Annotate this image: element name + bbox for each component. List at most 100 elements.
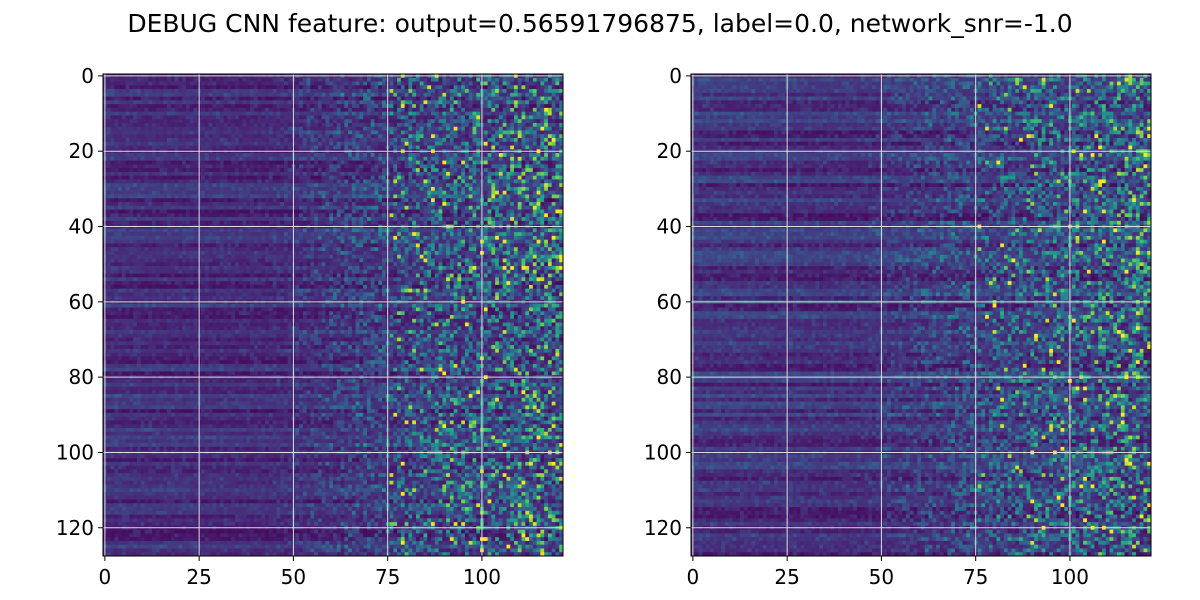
heatmap-cell <box>253 194 258 199</box>
heatmap-cell <box>389 107 394 113</box>
heatmap-cell <box>559 217 564 222</box>
heatmap-cell <box>155 205 160 210</box>
heatmap-cell <box>121 100 126 105</box>
heatmap-cell <box>468 183 473 188</box>
heatmap-cell <box>498 160 504 165</box>
heatmap-cell <box>453 100 458 105</box>
heatmap-cell <box>400 100 405 105</box>
heatmap-cell <box>483 160 488 165</box>
heatmap-cell <box>366 217 372 222</box>
heatmap-cell <box>140 220 145 225</box>
heatmap-cell <box>457 175 462 180</box>
heatmap-cell <box>412 77 417 82</box>
heatmap-cell <box>389 186 394 192</box>
heatmap-cell <box>163 220 168 225</box>
heatmap-cell <box>468 190 473 195</box>
heatmap-cell <box>363 217 368 222</box>
heatmap-cell <box>125 179 130 184</box>
heatmap-cell <box>363 198 368 203</box>
heatmap-cell <box>317 100 323 105</box>
heatmap-cell <box>408 104 413 109</box>
heatmap-cell <box>250 138 255 143</box>
heatmap-cell <box>393 175 398 180</box>
heatmap-cell <box>378 156 383 161</box>
heatmap-cell <box>502 160 507 165</box>
heatmap-cell <box>487 186 492 192</box>
heatmap-cell <box>125 100 130 105</box>
heatmap-cell <box>114 220 119 225</box>
heatmap-cell <box>551 96 556 101</box>
heatmap-cell <box>155 107 160 113</box>
heatmap-cell <box>238 220 243 225</box>
heatmap-cell <box>468 85 473 90</box>
heatmap-cell <box>344 111 349 116</box>
heatmap-cell <box>208 100 213 105</box>
heatmap-cell <box>412 168 417 173</box>
heatmap-cell <box>133 175 138 180</box>
heatmap-cell <box>423 81 428 86</box>
heatmap-cell <box>140 145 145 150</box>
heatmap-cell <box>483 217 488 222</box>
heatmap-cell <box>152 160 157 165</box>
heatmap-cell <box>287 190 292 195</box>
heatmap-cell <box>140 160 145 165</box>
heatmap-cell <box>453 85 458 90</box>
heatmap-cell <box>427 220 432 225</box>
heatmap-cell <box>419 111 424 116</box>
heatmap-cell <box>265 183 270 188</box>
heatmap-cell <box>238 156 243 161</box>
heatmap-cell <box>321 122 326 128</box>
heatmap-cell <box>295 183 300 188</box>
heatmap-cell <box>257 153 262 158</box>
heatmap-cell <box>110 202 115 207</box>
heatmap-cell <box>374 202 379 207</box>
heatmap-cell <box>265 89 270 94</box>
heatmap-cell <box>532 115 537 120</box>
heatmap-cell <box>404 164 409 169</box>
heatmap-cell <box>468 89 473 94</box>
heatmap-cell <box>325 164 330 169</box>
heatmap-cell <box>423 85 428 90</box>
heatmap-cell <box>431 134 436 139</box>
heatmap-cell <box>189 153 194 158</box>
heatmap-cell <box>152 81 157 86</box>
heatmap-cell <box>389 168 394 173</box>
heatmap-cell <box>559 168 564 173</box>
heatmap-cell <box>216 104 221 109</box>
heatmap-cell <box>340 179 345 184</box>
heatmap-cell <box>442 81 447 86</box>
heatmap-cell <box>476 126 481 131</box>
heatmap-cell <box>397 145 402 150</box>
heatmap-cell <box>189 119 194 124</box>
heatmap-cell <box>144 153 149 158</box>
heatmap-cell <box>185 81 191 86</box>
heatmap-cell <box>212 115 217 120</box>
heatmap-cell <box>227 81 232 86</box>
heatmap-cell <box>276 183 281 188</box>
heatmap-cell <box>491 183 496 188</box>
heatmap-cell <box>253 122 258 128</box>
heatmap-cell <box>250 164 255 169</box>
heatmap-cell <box>453 175 458 180</box>
heatmap-cell <box>287 89 292 94</box>
heatmap-cell <box>472 213 477 218</box>
heatmap-cell <box>257 77 262 82</box>
heatmap-cell <box>140 141 145 146</box>
heatmap-cell <box>434 85 439 90</box>
heatmap-cell <box>268 77 274 82</box>
heatmap-cell <box>121 202 126 207</box>
heatmap-cell <box>178 153 183 158</box>
heatmap-cell <box>265 130 270 135</box>
heatmap-cell <box>204 175 209 180</box>
heatmap-cell <box>189 160 194 165</box>
heatmap-cell <box>136 160 142 165</box>
heatmap-cell <box>513 111 519 116</box>
heatmap-cell <box>257 111 262 116</box>
heatmap-cell <box>495 96 500 101</box>
heatmap-cell <box>559 160 564 165</box>
heatmap-cell <box>121 175 126 180</box>
heatmap-cell <box>363 220 368 225</box>
heatmap-cell <box>261 183 266 188</box>
heatmap-cell <box>382 96 387 101</box>
heatmap-cell <box>193 217 198 222</box>
